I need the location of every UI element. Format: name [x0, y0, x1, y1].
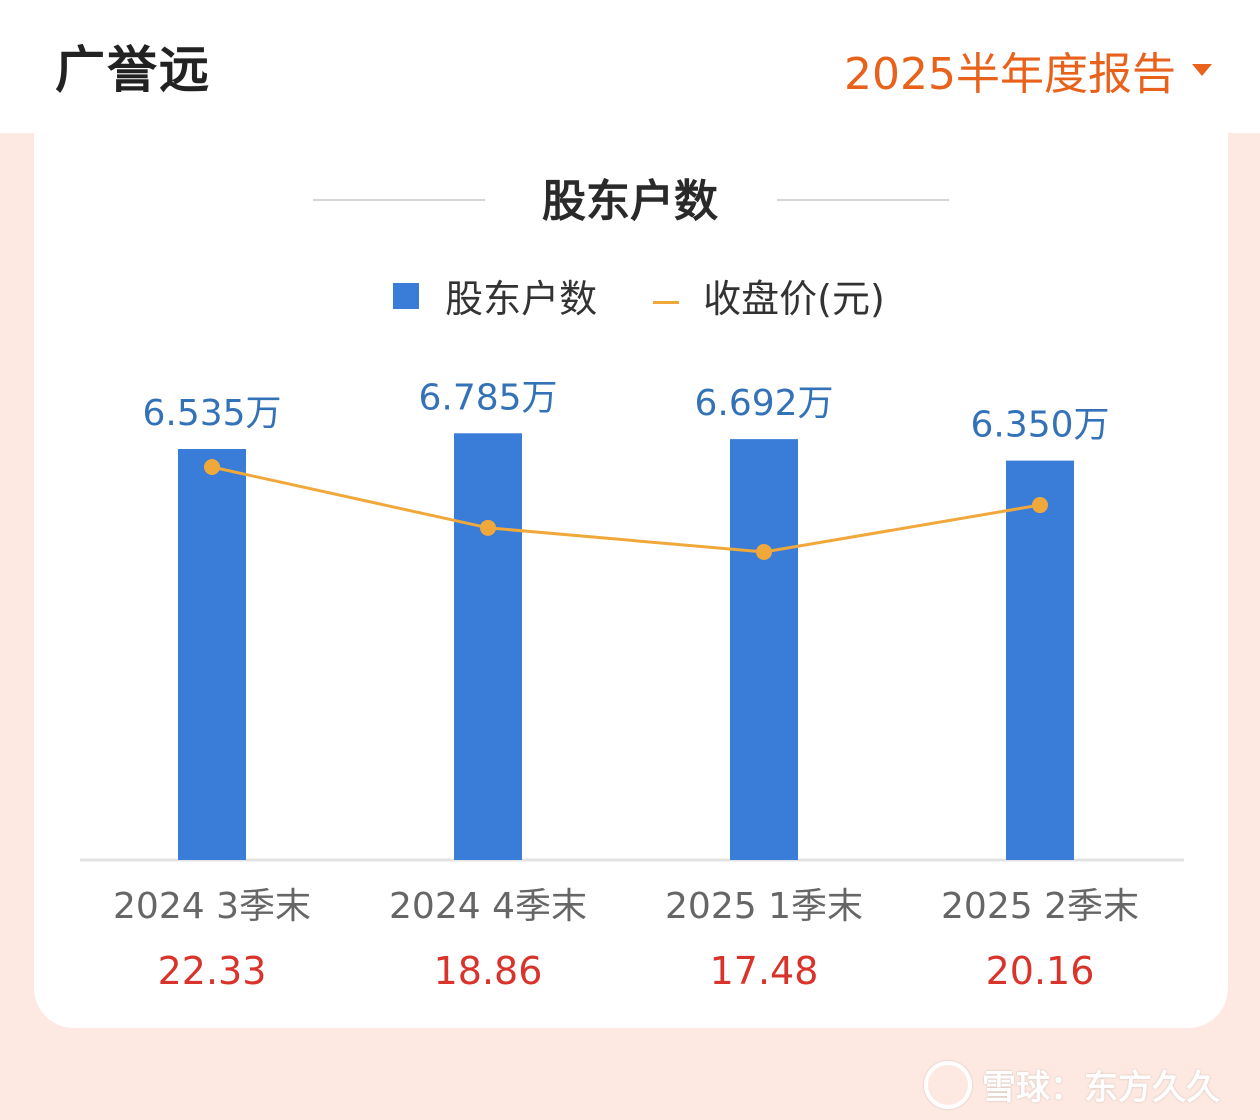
bar-0 — [178, 449, 246, 860]
company-name: 广誉远 — [55, 41, 211, 99]
legend-line-swatch — [653, 301, 680, 304]
category-label-2: 2025 1季末 — [665, 886, 863, 927]
bar-3 — [1006, 460, 1074, 860]
bar-value-label-0: 6.535万 — [142, 393, 281, 434]
category-label-1: 2024 4季末 — [389, 886, 587, 927]
bar-value-label-1: 6.785万 — [418, 377, 557, 418]
price-point-1 — [480, 519, 496, 536]
report-period-dropdown[interactable]: 2025半年度报告 — [844, 38, 1212, 102]
price-label-1: 18.86 — [434, 949, 543, 993]
category-label-3: 2025 2季末 — [941, 886, 1139, 927]
price-line — [211, 465, 1041, 554]
bar-value-label-2: 6.692万 — [694, 383, 833, 424]
chart-legend: 股东户数 收盘价(元) — [0, 268, 1260, 323]
bar-1 — [454, 433, 522, 860]
title-divider-right — [777, 199, 949, 201]
price-point-2 — [756, 544, 772, 560]
shareholder-chart: 6.535万 6.785万 6.692万 6.350万 2024 3季末 22.33 202… — [80, 377, 1184, 993]
report-period-label: 2025半年度报告 — [844, 49, 1176, 100]
title-divider-left — [313, 199, 485, 201]
caret-down-icon — [1192, 64, 1212, 76]
price-label-2: 17.48 — [710, 949, 819, 993]
legend-bar-swatch — [393, 282, 420, 309]
watermark-text: 雪球：东方久久 — [982, 1068, 1220, 1108]
price-point-0 — [204, 459, 220, 475]
category-label-0: 2024 3季末 — [113, 886, 311, 927]
legend-line-label: 收盘价(元) — [703, 277, 885, 321]
price-label-0: 22.33 — [158, 949, 267, 993]
section-title: 股东户数 — [542, 176, 718, 227]
bar-value-label-3: 6.350万 — [970, 405, 1109, 446]
price-point-3 — [1032, 497, 1048, 514]
legend-bar-label: 股东户数 — [445, 277, 598, 321]
xueqiu-logo-icon — [924, 1060, 972, 1109]
bar-2 — [730, 439, 798, 860]
watermark: 雪球：东方久久 — [924, 1060, 1220, 1109]
price-label-3: 20.16 — [986, 949, 1095, 993]
